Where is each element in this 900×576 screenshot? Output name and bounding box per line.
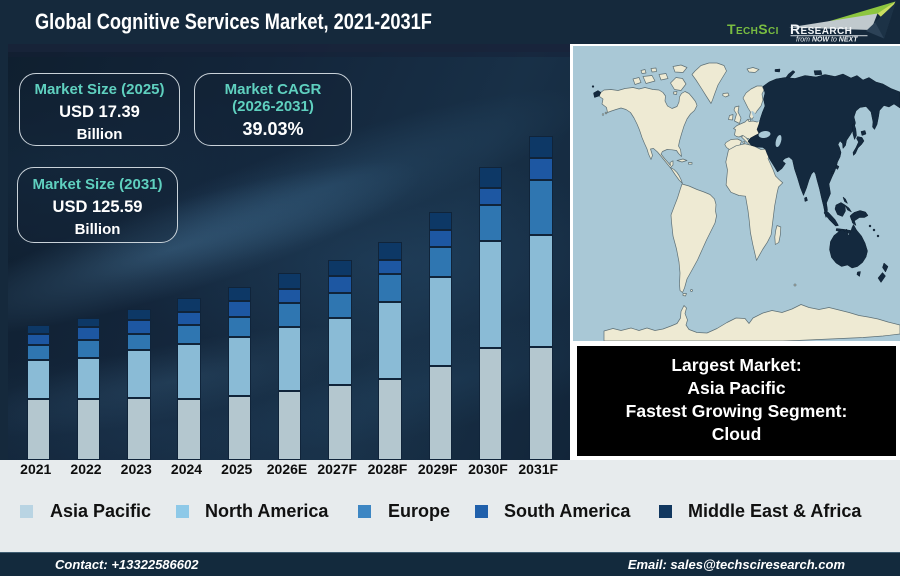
svg-text:TechSci: TechSci (727, 21, 779, 37)
svg-text:from NOW to NEXT: from NOW to NEXT (796, 36, 858, 43)
svg-text:Research: Research (790, 21, 852, 37)
